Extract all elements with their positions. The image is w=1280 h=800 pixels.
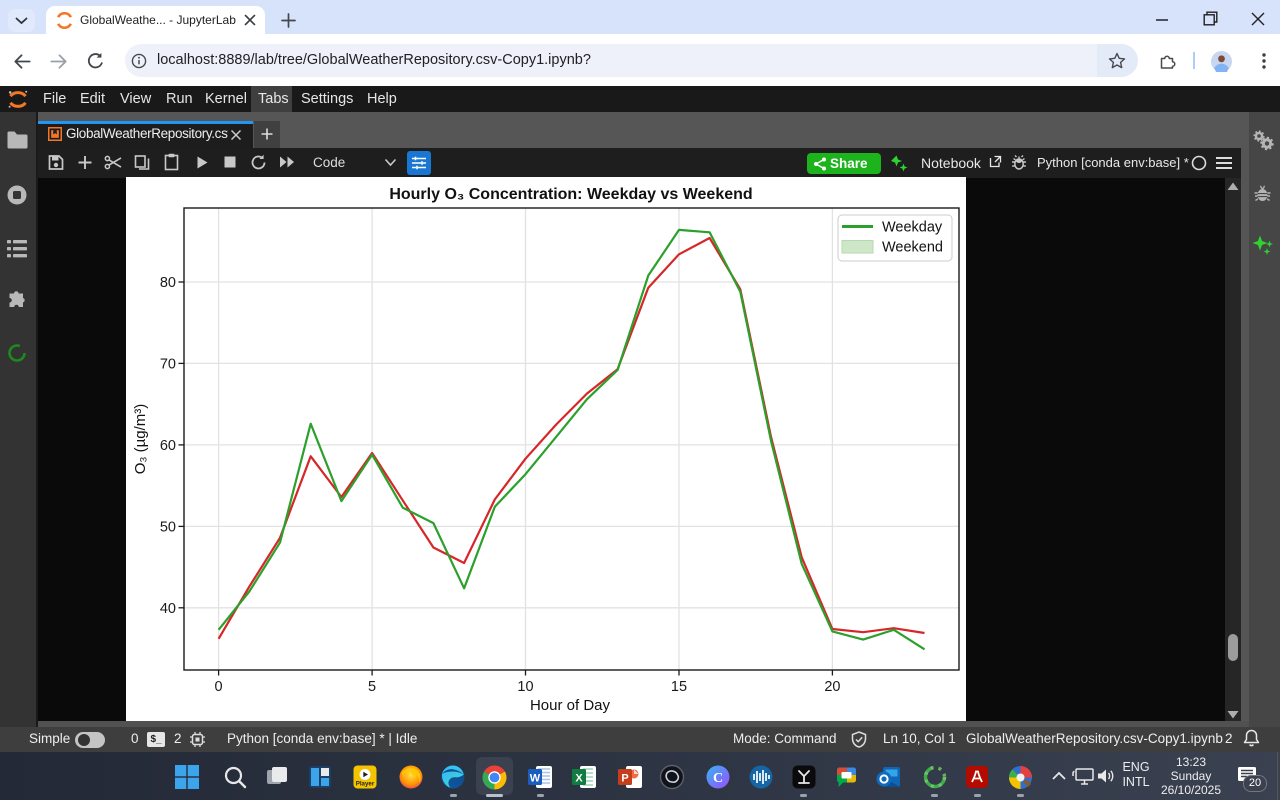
svg-text:60: 60 (160, 438, 176, 454)
svg-text:0: 0 (215, 679, 223, 695)
svg-text:Hour of Day: Hour of Day (530, 697, 611, 714)
svg-text:5: 5 (368, 679, 376, 695)
svg-text:Weekend: Weekend (882, 240, 943, 256)
svg-text:Player: Player (356, 781, 375, 788)
svg-text:O₃ (µg/m³): O₃ (µg/m³) (132, 404, 149, 475)
svg-text:50: 50 (160, 519, 176, 535)
svg-text:15: 15 (671, 679, 687, 695)
svg-text:40: 40 (160, 601, 176, 617)
svg-text:Weekday: Weekday (882, 220, 943, 236)
svg-text:20: 20 (824, 679, 840, 695)
svg-text:80: 80 (160, 275, 176, 291)
svg-text:Hourly O₃ Concentration: Weekd: Hourly O₃ Concentration: Weekday vs Week… (389, 186, 752, 203)
svg-text:X: X (575, 773, 583, 785)
svg-text:70: 70 (160, 356, 176, 372)
svg-text:W: W (530, 773, 541, 785)
svg-text:10: 10 (517, 679, 533, 695)
svg-text:P: P (621, 773, 628, 785)
svg-text:C: C (713, 771, 723, 786)
